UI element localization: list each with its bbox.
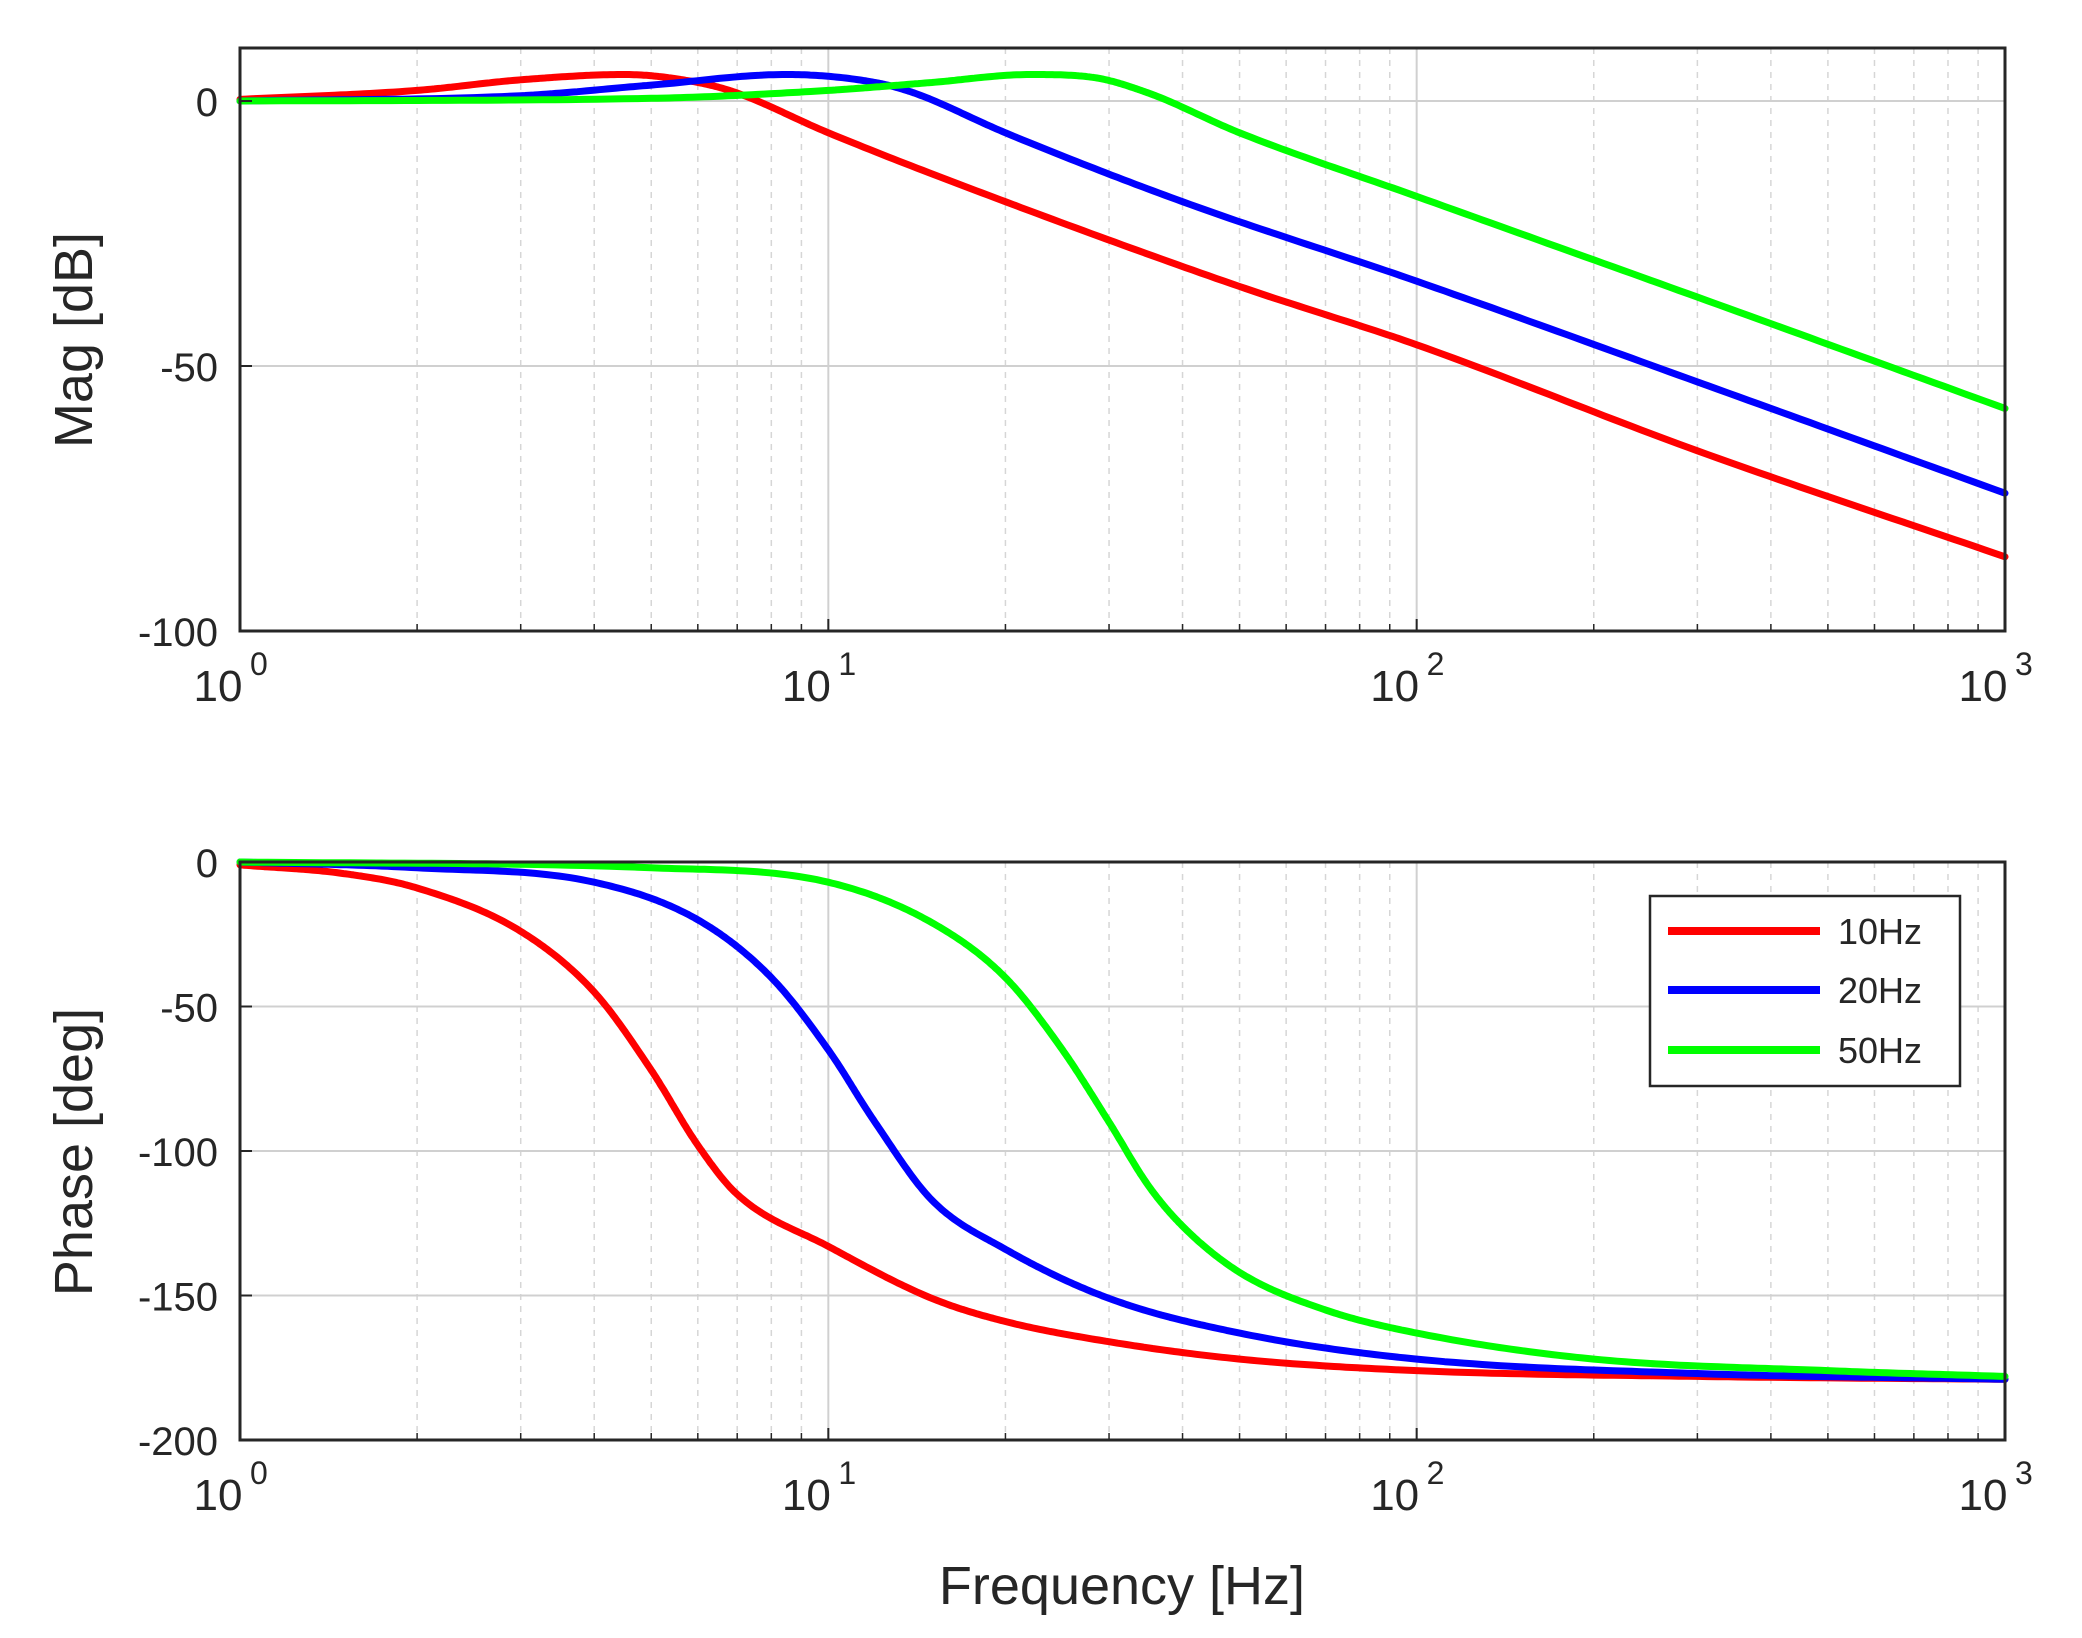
magnitude-x-tick-exponent: 2 [1427,646,1445,682]
magnitude-plot-area [240,48,2005,631]
phase-y-tick-label: -200 [138,1420,218,1464]
legend: 10Hz 20Hz 50Hz [1648,894,1962,1088]
phase-panel: 0-50-100-150-200 10 0 10 1 10 2 10 3 Phase [deg… [44,842,2033,1616]
phase-x-ticks: 10 0 10 1 10 2 10 3 [194,1428,2033,1520]
magnitude-x-tick-exponent: 0 [250,646,268,682]
magnitude-series-20hz [236,71,2009,497]
phase-y-tick-label: 0 [196,842,218,886]
magnitude-axes-box [238,46,2007,633]
legend-label-10hz: 10Hz [1838,911,1922,952]
magnitude-x-tick-label: 10 [1959,662,2008,711]
magnitude-x-tick-exponent: 3 [2015,646,2033,682]
magnitude-series-10hz [236,71,2009,561]
phase-y-ticks: 0 -50 -100 -150 -200 [138,842,252,1464]
phase-series-20hz [236,858,2009,1383]
magnitude-series [236,71,2009,561]
magnitude-x-tick-label: 10 [782,662,831,711]
magnitude-y-ticks: 0 -50 -100 [138,81,252,655]
phase-series-10hz [236,861,2009,1383]
phase-y-tick-label: -100 [138,1131,218,1175]
phase-x-tick-exponent: 0 [250,1455,268,1491]
magnitude-y-tick-label: -100 [138,611,218,655]
phase-x-axis-label: Frequency [Hz] [939,1556,1305,1616]
magnitude-x-ticks: 10 0 10 1 10 2 10 3 [194,619,2033,711]
magnitude-y-tick-label: 0 [196,81,218,125]
legend-label-50hz: 50Hz [1838,1030,1922,1071]
phase-y-tick-label: -150 [138,1276,218,1320]
phase-series [236,858,2009,1383]
magnitude-x-tick-label: 10 [194,662,243,711]
phase-y-axis-label: Phase [deg] [44,1008,104,1296]
phase-y-tick-label: -50 [160,987,218,1031]
phase-x-tick-label: 10 [1370,1471,1419,1520]
phase-x-tick-exponent: 1 [838,1455,856,1491]
phase-x-tick-exponent: 2 [1427,1455,1445,1491]
phase-x-tick-exponent: 3 [2015,1455,2033,1491]
magnitude-y-tick-label: -50 [160,346,218,390]
legend-label-20hz: 20Hz [1838,970,1922,1011]
phase-series-50hz [236,858,2009,1380]
magnitude-y-axis-label: Mag [dB] [44,232,104,448]
magnitude-x-tick-label: 10 [1370,662,1419,711]
phase-x-tick-label: 10 [1959,1471,2008,1520]
phase-x-tick-label: 10 [194,1471,243,1520]
magnitude-series-50hz [236,71,2009,412]
magnitude-panel: 0-50-100 10 0 10 1 10 2 10 3 Mag [dB] [44,46,2033,711]
magnitude-x-tick-exponent: 1 [838,646,856,682]
phase-x-tick-label: 10 [782,1471,831,1520]
